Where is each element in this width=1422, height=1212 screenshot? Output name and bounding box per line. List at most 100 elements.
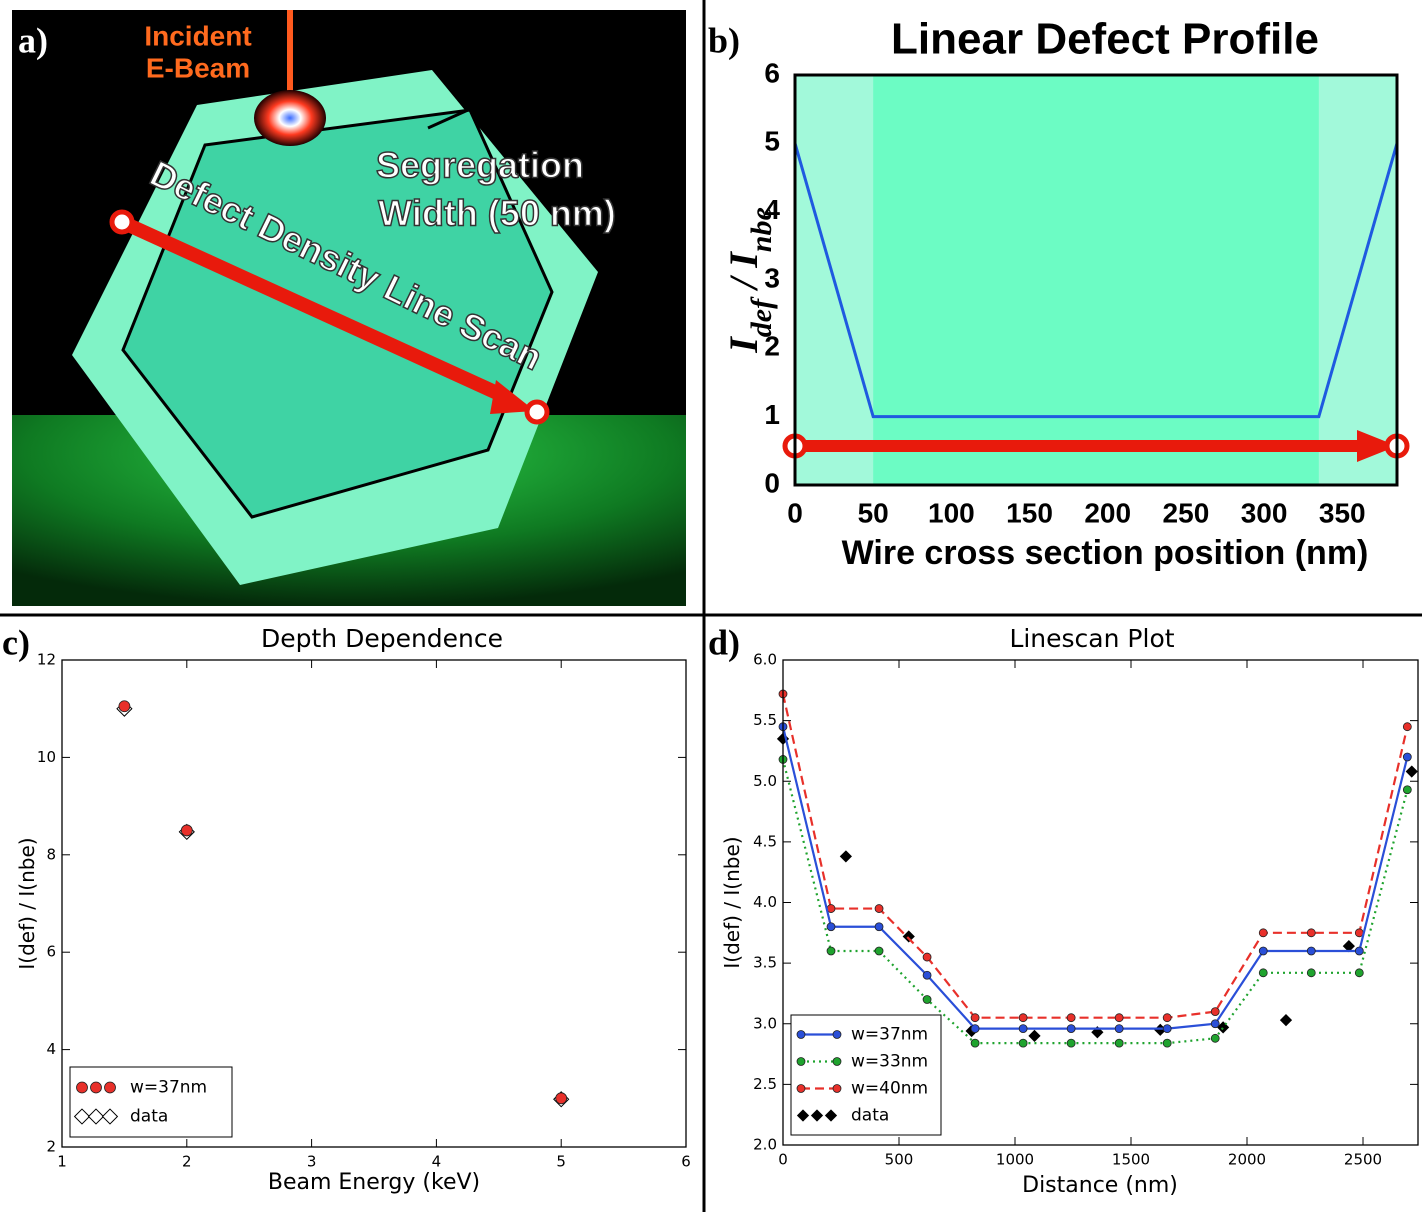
marker — [1162, 1038, 1172, 1048]
marker — [902, 930, 915, 943]
x-tick-label: 250 — [1163, 497, 1210, 528]
marker — [922, 995, 932, 1004]
y-tick-label: 12 — [37, 651, 56, 669]
y-axis-label-part: / I — [721, 251, 766, 299]
legend-marker — [796, 1109, 810, 1122]
x-tick-label: 2000 — [1228, 1151, 1266, 1169]
y-tick-label: 4.5 — [753, 832, 777, 850]
marker — [1354, 968, 1364, 978]
marker — [1018, 1013, 1028, 1023]
marker — [1306, 946, 1316, 956]
x-axis-label: Wire cross section position (nm) — [842, 534, 1369, 572]
y-tick-label: 3.5 — [753, 954, 777, 972]
marker — [118, 700, 131, 713]
marker — [1258, 946, 1268, 956]
x-tick-label: 350 — [1319, 497, 1366, 528]
marker — [1402, 722, 1412, 732]
y-tick-label: 4 — [764, 194, 780, 225]
y-tick-label: 2 — [764, 331, 780, 362]
y-axis-label-part: I — [721, 336, 766, 354]
marker — [1162, 1024, 1172, 1033]
x-tick-label: 1000 — [996, 1151, 1034, 1169]
marker — [1114, 1013, 1124, 1023]
marker — [1354, 946, 1364, 956]
y-axis-label: I(def) / I(nbe) — [15, 837, 39, 969]
marker — [874, 904, 884, 913]
y-axis-label-part: def — [745, 296, 778, 337]
marker — [1306, 928, 1316, 938]
legend-marker — [832, 1057, 842, 1066]
legend-label: w=33nm — [851, 1052, 928, 1072]
marker — [1114, 1038, 1124, 1048]
marker — [1258, 968, 1268, 978]
marker — [826, 946, 836, 956]
marker — [1402, 752, 1412, 762]
legend-label: w=40nm — [851, 1079, 928, 1099]
beam-spot — [254, 90, 326, 146]
y-tick-label: 5.0 — [753, 772, 777, 790]
series-line — [781, 726, 1409, 1030]
legend-label: w=37nm — [851, 1025, 928, 1045]
chart: 0 500 1000 1500 2000 2500 2.0 2.5 3.0 3.5 4.0 4.5 5.… — [720, 624, 1419, 1198]
y-axis-label: Idef / Inbe — [721, 207, 778, 354]
legend-marker — [796, 1084, 806, 1093]
series-line — [781, 759, 1409, 1045]
scan-arrowhead — [490, 380, 535, 414]
y-tick-label: 0 — [764, 467, 780, 498]
y-tick-label: 6 — [764, 57, 780, 88]
x-tick-label: 100 — [928, 497, 975, 528]
marker — [1018, 1024, 1028, 1033]
y-tick-label: 2.0 — [753, 1136, 777, 1154]
x-axis-label: Distance (nm) — [1022, 1173, 1178, 1198]
marker — [1114, 1024, 1124, 1033]
marker — [555, 1092, 568, 1105]
x-tick-label: 2 — [182, 1153, 192, 1171]
marker — [826, 922, 836, 932]
legend-label: data — [130, 1107, 168, 1127]
legend-marker — [101, 1108, 119, 1125]
electron-beam — [287, 10, 293, 100]
y-axis-label-part: I(def) / I(nbe) — [15, 837, 39, 969]
marker — [1405, 765, 1418, 778]
y-tick-label: 3 — [764, 262, 780, 293]
marker — [1279, 1014, 1293, 1027]
y-tick-label: 2 — [46, 1138, 56, 1156]
chart-title: Depth Dependence — [261, 624, 503, 653]
marker — [1066, 1038, 1076, 1048]
marker — [1210, 1033, 1220, 1043]
legend-marker — [810, 1109, 824, 1122]
panel-label: c) — [2, 622, 30, 662]
chart: 0 50 100 150 200 250 300 350 0 1 2 3 4 5 6 Linear Defec… — [721, 15, 1410, 572]
illustration: Incident E-Beam Segregation Width (50 nm… — [12, 10, 686, 606]
legend-marker — [796, 1030, 806, 1039]
legend-marker — [73, 1108, 91, 1125]
label: Width (50 nm) — [378, 193, 616, 234]
marker — [180, 824, 193, 837]
marker — [1162, 1013, 1172, 1023]
y-tick-label: 5 — [764, 126, 780, 157]
marker — [1018, 1038, 1028, 1048]
marker — [1306, 968, 1316, 978]
marker — [1210, 1019, 1220, 1029]
chart-title: Linescan Plot — [1009, 624, 1174, 653]
label: E-Beam — [146, 52, 250, 83]
scan-end — [524, 399, 550, 425]
y-tick-label: 10 — [37, 748, 56, 766]
legend-marker — [90, 1081, 102, 1094]
marker — [874, 946, 884, 956]
x-tick-label: 6 — [681, 1153, 691, 1171]
x-axis-label: Beam Energy (keV) — [268, 1170, 480, 1195]
panel-label: b) — [708, 20, 740, 60]
legend-marker — [832, 1030, 842, 1039]
label: Segregation — [376, 145, 584, 186]
legend-marker — [104, 1081, 116, 1094]
y-tick-label: 3.0 — [753, 1014, 777, 1032]
y-axis-label-part: nbe — [745, 207, 778, 252]
x-tick-label: 3 — [307, 1153, 317, 1171]
label: Incident — [144, 20, 251, 51]
x-tick-label: 0 — [787, 497, 803, 528]
legend-box — [69, 1066, 233, 1138]
